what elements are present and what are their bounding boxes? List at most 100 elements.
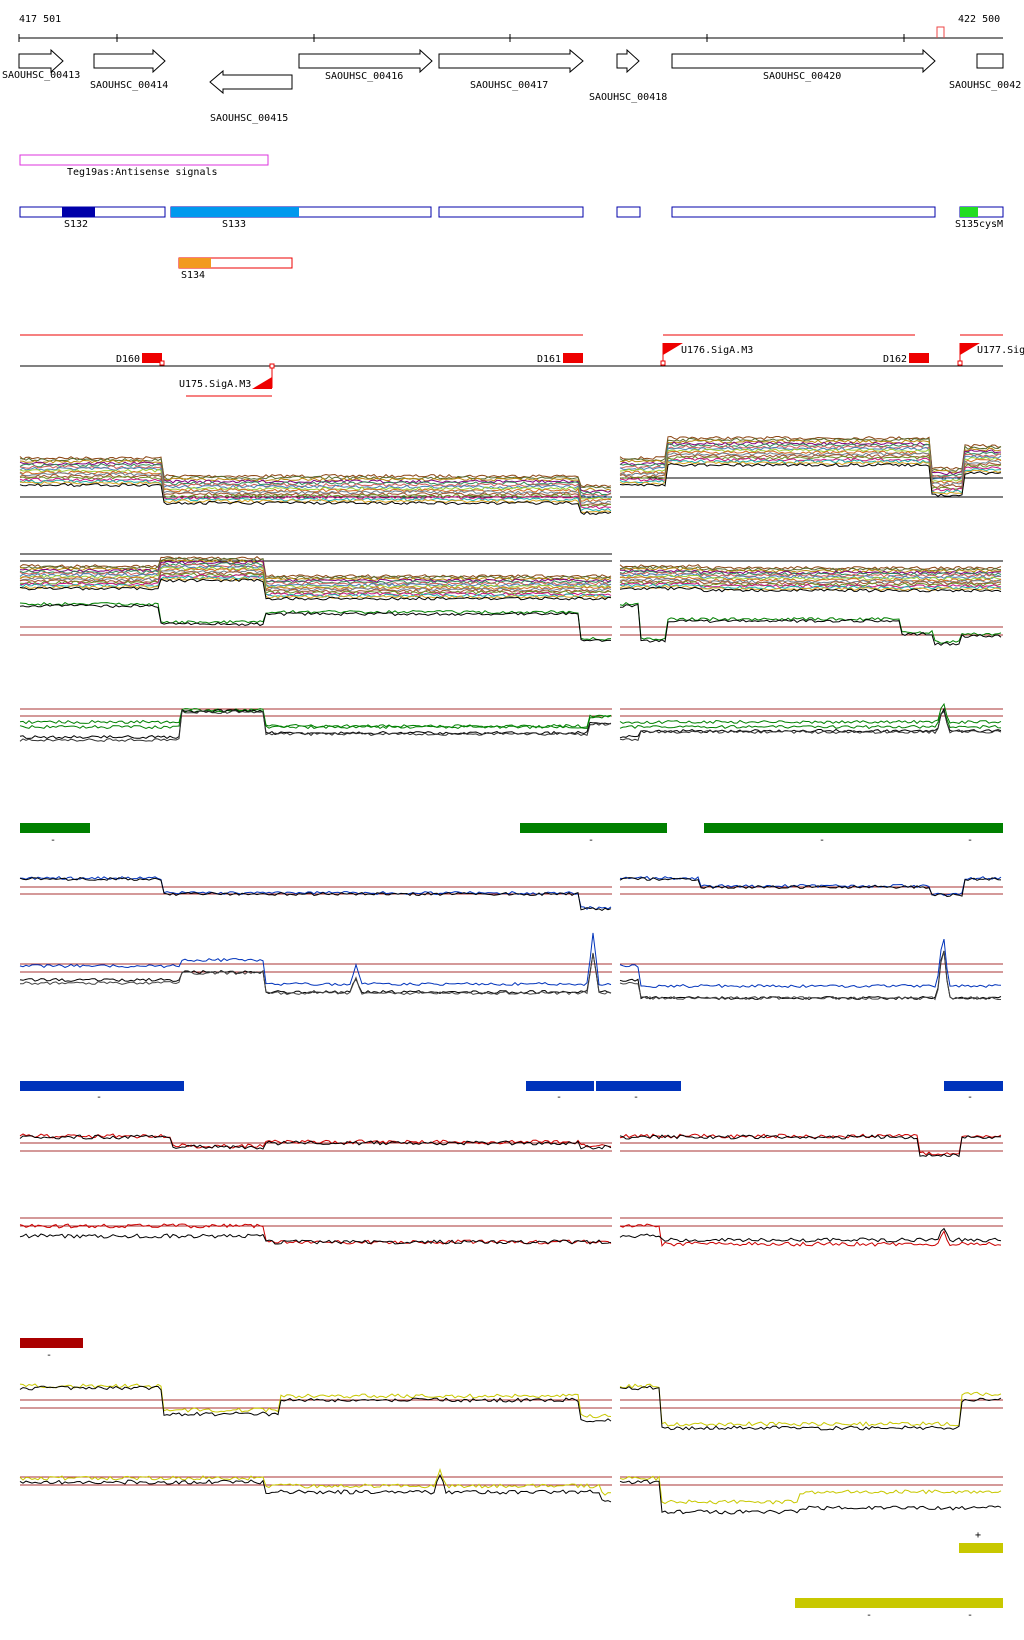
expression-trace: [19, 1385, 612, 1423]
expression-trace: [619, 441, 1002, 476]
expression-trace: [619, 710, 1002, 730]
expression-trace: [619, 586, 1002, 593]
gene-arrow[interactable]: SAOUHSC_00415: [209, 69, 293, 124]
expression-trace: [19, 932, 612, 987]
segment-s135[interactable]: [960, 207, 978, 217]
expression-trace: [619, 571, 1002, 578]
strand-bar-blue[interactable]: [944, 1081, 1003, 1091]
feature-label: U175.SigA.M3: [179, 379, 251, 390]
gene-label: SAOUHSC_00413: [2, 70, 80, 81]
strand-bar-red[interactable]: [20, 1338, 83, 1348]
expression-trace: [619, 574, 1002, 581]
strand-mark: -: [819, 835, 825, 846]
expression-trace: [19, 708, 612, 730]
feature-track: D160 D161 D162 U175.SigA.M3 U176.SigA.M3…: [20, 334, 1024, 397]
promoter-u176-flag[interactable]: [663, 343, 683, 355]
gene-arrow[interactable]: SAOUHSC_00416: [298, 48, 433, 82]
expression-trace: [619, 568, 1002, 575]
expression-trace: [20, 952, 612, 996]
expression-trace: [19, 483, 612, 516]
expression-trace: [619, 1227, 1002, 1243]
promoter-u175-flag[interactable]: [252, 377, 272, 389]
gene-arrow[interactable]: SAOUHSC_0042: [949, 53, 1021, 91]
gene-arrow[interactable]: SAOUHSC_00420: [671, 48, 936, 82]
start-coordinate: 417 501: [19, 14, 61, 25]
expression-trace: [619, 570, 1002, 577]
strand-bar-green[interactable]: [704, 823, 1003, 833]
expression-trace: [19, 457, 612, 489]
expression-trace: [619, 439, 1002, 474]
expression-trace: [19, 709, 612, 743]
gene-arrow[interactable]: SAOUHSC_00418: [589, 48, 667, 103]
gene-arrow[interactable]: SAOUHSC_00417: [438, 48, 584, 91]
strand-bar-blue[interactable]: [596, 1081, 681, 1091]
antisense-box[interactable]: [19, 154, 269, 166]
expression-plots: [19, 435, 1003, 1515]
gene-arrow[interactable]: SAOUHSC_00414: [90, 48, 168, 91]
feature-d161[interactable]: [563, 353, 583, 363]
strand-bar-green[interactable]: [520, 823, 667, 833]
expression-trace: [19, 456, 612, 488]
segment-label: S135: [955, 219, 979, 230]
expression-trace: [619, 951, 1001, 1001]
expression-trace: [19, 465, 612, 497]
strand-bar-yellow[interactable]: [959, 1543, 1003, 1553]
expression-trace: [19, 573, 612, 597]
feature-label: U177.Sig: [977, 345, 1024, 356]
feature-label: D160: [116, 354, 140, 365]
expression-trace: [19, 475, 611, 508]
expression-trace: [19, 473, 612, 506]
strand-mark: -: [50, 835, 56, 846]
segment-label: S132: [64, 219, 88, 230]
gene-label: SAOUHSC_00416: [325, 71, 403, 82]
segment-s134[interactable]: [179, 258, 211, 268]
gene-track: SAOUHSC_00413 SAOUHSC_00414 SAOUHSC_0041…: [2, 48, 1021, 124]
expression-trace: [19, 877, 612, 911]
promoter-u177-flag[interactable]: [960, 343, 980, 355]
expression-trace: [19, 479, 612, 512]
expression-trace: [19, 953, 612, 995]
expression-trace: [19, 560, 612, 583]
expression-trace: [19, 708, 612, 729]
strand-mark: -: [866, 1610, 872, 1621]
expression-trace: [619, 938, 1002, 989]
gene-arrow[interactable]: SAOUHSC_00413: [2, 48, 80, 81]
segment-track: S132 S133 S135 cysM S134: [19, 206, 1004, 281]
feature-d162[interactable]: [909, 353, 929, 363]
strand-bar-green[interactable]: [20, 823, 90, 833]
expression-trace: [19, 565, 612, 588]
expression-trace: [19, 463, 612, 496]
gene-label: SAOUHSC_00420: [763, 71, 841, 82]
segment-s132[interactable]: [62, 207, 95, 217]
expression-trace: [19, 470, 612, 503]
expression-trace: [19, 1473, 612, 1503]
feature-d160[interactable]: [142, 353, 162, 363]
strand-bar-blue[interactable]: [20, 1081, 184, 1091]
expression-trace: [19, 1133, 612, 1149]
strand-mark: -: [967, 835, 973, 846]
expression-trace: [19, 709, 611, 740]
strand-bar-yellow[interactable]: [795, 1598, 1003, 1608]
expression-trace: [619, 877, 1002, 898]
expression-trace: [619, 1383, 1002, 1427]
strand-bar-blue[interactable]: [526, 1081, 594, 1091]
segment-s133[interactable]: [171, 207, 299, 217]
expression-trace: [619, 577, 1002, 584]
gene-label: SAOUHSC_00414: [90, 80, 168, 91]
expression-trace: [19, 1233, 612, 1245]
expression-trace: [19, 578, 612, 601]
expression-trace: [19, 567, 612, 591]
end-coordinate: 422 500: [958, 14, 1000, 25]
expression-trace: [619, 583, 1002, 590]
expression-trace: [19, 601, 612, 641]
expression-trace: [19, 1134, 612, 1150]
gene-label: SAOUHSC_0042: [949, 80, 1021, 91]
expression-trace: [19, 563, 612, 586]
expression-trace: [619, 444, 1002, 479]
strand-mark: +: [975, 1530, 981, 1541]
strand-mark: -: [96, 1092, 102, 1103]
segment-label: S133: [222, 219, 246, 230]
expression-trace: [19, 1468, 612, 1496]
expression-trace: [19, 477, 611, 510]
expression-trace: [619, 1385, 1002, 1431]
